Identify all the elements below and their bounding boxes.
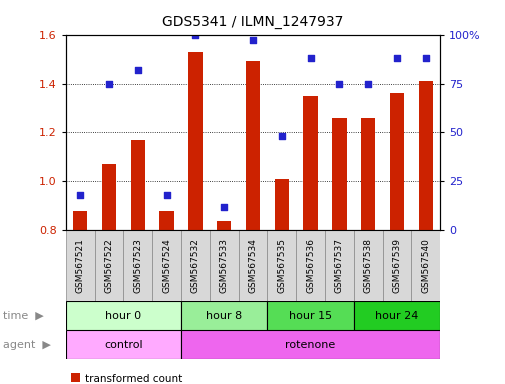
Text: GDS5341 / ILMN_1247937: GDS5341 / ILMN_1247937 bbox=[162, 15, 343, 29]
Point bbox=[277, 133, 285, 139]
Text: transformed count: transformed count bbox=[85, 374, 182, 384]
Text: GSM567539: GSM567539 bbox=[392, 238, 401, 293]
Point bbox=[335, 81, 343, 87]
Bar bbox=[181, 330, 439, 359]
Text: agent  ▶: agent ▶ bbox=[3, 339, 50, 350]
Bar bbox=[382, 230, 411, 301]
Bar bbox=[267, 301, 353, 330]
Point bbox=[364, 81, 372, 87]
Bar bbox=[267, 230, 295, 301]
Bar bbox=[418, 81, 432, 230]
Bar bbox=[123, 230, 152, 301]
Bar bbox=[181, 301, 267, 330]
Text: GSM567537: GSM567537 bbox=[334, 238, 343, 293]
Point bbox=[220, 204, 228, 210]
Point bbox=[248, 37, 257, 43]
Point bbox=[162, 192, 170, 198]
Bar bbox=[245, 61, 260, 230]
Text: hour 15: hour 15 bbox=[288, 311, 331, 321]
Bar bbox=[274, 179, 288, 230]
Bar bbox=[217, 220, 231, 230]
Text: hour 8: hour 8 bbox=[206, 311, 242, 321]
Bar bbox=[66, 330, 181, 359]
Text: hour 0: hour 0 bbox=[105, 311, 141, 321]
Bar bbox=[181, 230, 210, 301]
Point bbox=[421, 55, 429, 61]
Bar bbox=[353, 301, 439, 330]
Bar bbox=[66, 301, 181, 330]
Bar bbox=[159, 211, 173, 230]
Bar bbox=[360, 118, 375, 230]
Bar bbox=[295, 230, 324, 301]
Point bbox=[191, 31, 199, 38]
Bar bbox=[66, 230, 94, 301]
Bar bbox=[389, 93, 403, 230]
Text: GSM567534: GSM567534 bbox=[248, 238, 257, 293]
Text: GSM567540: GSM567540 bbox=[421, 238, 429, 293]
Text: rotenone: rotenone bbox=[285, 339, 335, 350]
Bar bbox=[332, 118, 346, 230]
Text: GSM567523: GSM567523 bbox=[133, 238, 142, 293]
Bar bbox=[238, 230, 267, 301]
Bar bbox=[353, 230, 382, 301]
Text: GSM567522: GSM567522 bbox=[104, 238, 113, 293]
Bar bbox=[73, 211, 87, 230]
Bar bbox=[324, 230, 353, 301]
Text: GSM567536: GSM567536 bbox=[306, 238, 315, 293]
Text: control: control bbox=[104, 339, 142, 350]
Text: hour 24: hour 24 bbox=[375, 311, 418, 321]
Bar bbox=[94, 230, 123, 301]
Bar bbox=[130, 140, 145, 230]
Bar bbox=[210, 230, 238, 301]
Point bbox=[392, 55, 400, 61]
Text: GSM567521: GSM567521 bbox=[76, 238, 84, 293]
Point bbox=[133, 67, 141, 73]
Text: GSM567535: GSM567535 bbox=[277, 238, 286, 293]
Bar bbox=[411, 230, 439, 301]
Point bbox=[105, 81, 113, 87]
Bar bbox=[102, 164, 116, 230]
Point bbox=[306, 55, 314, 61]
Text: GSM567533: GSM567533 bbox=[219, 238, 228, 293]
Text: GSM567524: GSM567524 bbox=[162, 238, 171, 293]
Bar bbox=[303, 96, 317, 230]
Bar bbox=[188, 52, 202, 230]
Text: time  ▶: time ▶ bbox=[3, 311, 43, 321]
Text: GSM567538: GSM567538 bbox=[363, 238, 372, 293]
Text: GSM567532: GSM567532 bbox=[190, 238, 199, 293]
Bar bbox=[152, 230, 181, 301]
Point bbox=[76, 192, 84, 198]
